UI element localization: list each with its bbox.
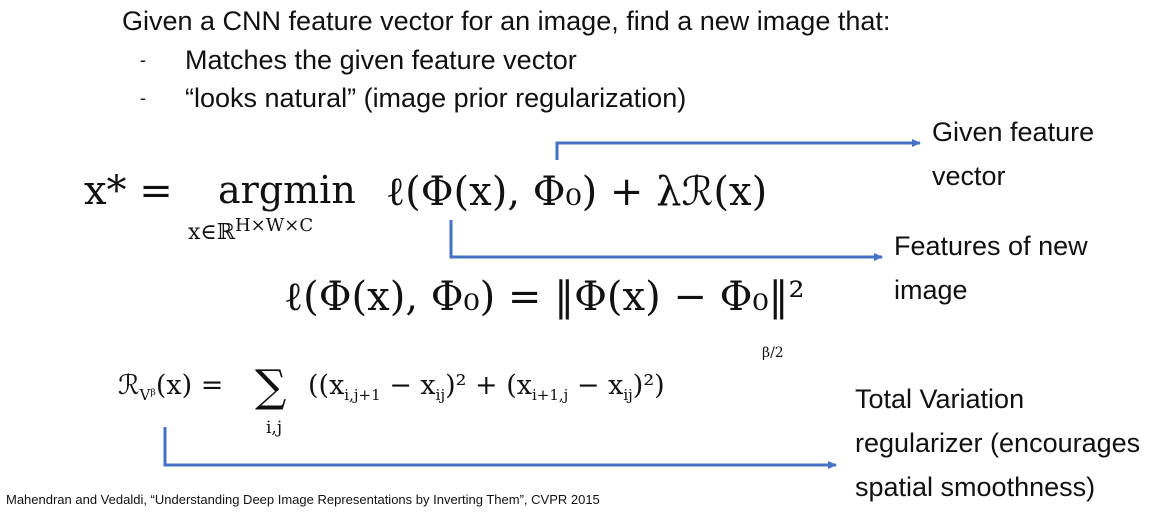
eq3-part: )²) bbox=[632, 370, 665, 401]
eq3-body: ((xi,j+1 − xij)² + (xi+1,j − xij)²) bbox=[308, 370, 665, 404]
annotation-line: Given feature bbox=[932, 117, 1095, 147]
arrow-features-new-image bbox=[449, 220, 883, 261]
bullet-dash: - bbox=[140, 50, 146, 70]
eq3-sum-symbol: ∑ bbox=[255, 361, 287, 412]
arrow-total-variation bbox=[163, 427, 837, 469]
eq3-part: )² + (x bbox=[445, 370, 532, 401]
intro-text: Given a CNN feature vector for an image,… bbox=[122, 6, 891, 36]
equation-1-lhs: x* = bbox=[84, 168, 173, 214]
equation-1-argmin: argmin bbox=[218, 168, 356, 212]
eq3-part: − x bbox=[380, 370, 436, 401]
annotation-line: image bbox=[894, 275, 968, 305]
bullet-text: Matches the given feature vector bbox=[185, 45, 577, 75]
citation: Mahendran and Vedaldi, “Understanding De… bbox=[6, 492, 600, 507]
eq3-exponent: β/2 bbox=[762, 345, 784, 361]
eq3-part: − x bbox=[568, 370, 624, 401]
annotation-line: Features of new bbox=[894, 231, 1088, 261]
annotation-given-feature: Given feature vector bbox=[932, 110, 1094, 198]
subscript-base: x∈ℝ bbox=[188, 220, 235, 245]
eq3-lhs-rest: (x) = bbox=[155, 370, 224, 401]
eq3-lhs: ℛ bbox=[118, 370, 140, 401]
annotation-total-variation: Total Variation regularizer (encourages … bbox=[855, 377, 1140, 509]
annotation-line: regularizer (encourages bbox=[855, 428, 1141, 458]
annotation-line: spatial smoothness) bbox=[855, 472, 1096, 502]
bullet-text: “looks natural” (image prior regularizat… bbox=[185, 83, 687, 113]
eq3-sub: ij bbox=[623, 386, 633, 404]
arrow-given-feature bbox=[555, 139, 921, 160]
equation-1-subscript: x∈ℝH×W×C bbox=[188, 215, 313, 245]
subscript-superscript: H×W×C bbox=[234, 215, 314, 236]
eq3-sub: i+1,j bbox=[532, 386, 569, 404]
annotation-line: vector bbox=[932, 161, 1006, 191]
equation-3: ℛVᵝ(x) = bbox=[118, 370, 224, 404]
annotation-line: Total Variation bbox=[855, 384, 1025, 414]
eq3-lhs-subscript: Vᵝ bbox=[139, 386, 156, 404]
eq3-sub: ij bbox=[435, 386, 446, 404]
eq3-sum-subscript: i,j bbox=[266, 418, 283, 438]
eq3-part: ((x bbox=[308, 370, 345, 401]
eq3-sub: i,j+1 bbox=[344, 386, 381, 404]
equation-2: ℓ(Φ(x), Φ₀) = ‖Φ(x) − Φ₀‖² bbox=[284, 274, 805, 320]
equation-1-rhs: ℓ(Φ(x), Φ₀) + λℛ(x) bbox=[386, 169, 768, 215]
bullet-dash: - bbox=[140, 88, 146, 108]
annotation-features-new-image: Features of new image bbox=[894, 224, 1088, 312]
